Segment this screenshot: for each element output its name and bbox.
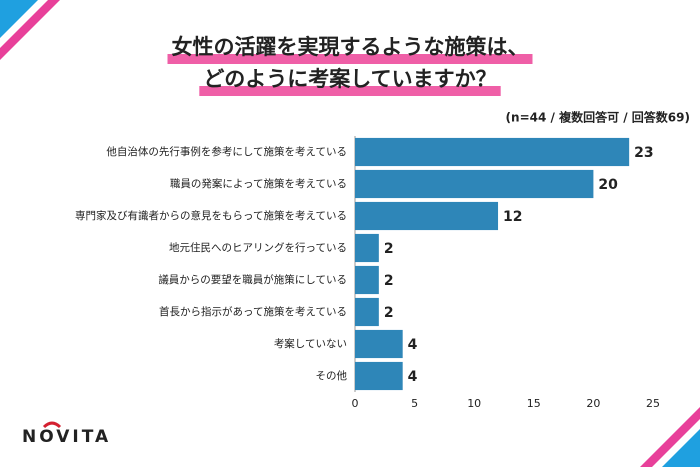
corner-blue [662,429,700,467]
bar [355,265,379,295]
y-tick-label: その他 [316,369,348,382]
chart-title: どのように考案していますか？ [203,67,496,91]
x-tick-label: 10 [467,397,481,410]
y-tick-label: 他自治体の先行事例を参考にして施策を考えている [106,145,347,158]
note: (n=44 / 複数回答可 / 回答数69) [506,110,690,125]
value-label: 23 [634,145,653,161]
value-label: 2 [384,241,394,257]
y-tick-label: 専門家及び有識者からの意見をもらって施策を考えている [75,209,347,222]
title-highlight [199,86,501,96]
value-label: 2 [384,305,394,321]
x-tick-label: 15 [527,397,541,410]
title-group: 女性の活躍を実現するような施策は、どのように考案していますか？ [167,35,533,96]
value-label: 12 [503,209,522,225]
corner-pink [640,407,700,467]
value-label: 2 [384,273,394,289]
logo-mark [42,421,62,429]
logo: NOVITA [22,427,111,447]
value-label: 4 [408,369,418,385]
chart-title: 女性の活躍を実現するような施策は、 [172,35,529,59]
x-tick-label: 20 [586,397,600,410]
bar [355,169,594,199]
title-highlight [167,54,533,64]
x-tick-label: 5 [411,397,418,410]
y-tick-label: 議員からの要望を職員が施策にしている [158,273,347,286]
x-tick-label: 25 [646,397,660,410]
corner-blue [0,0,38,38]
corner-pink [0,0,60,60]
bar [355,297,379,327]
bar [355,201,499,231]
bar [355,233,379,263]
y-tick-label: 考案していない [274,337,347,350]
value-label: 4 [408,337,418,353]
bar [355,137,630,167]
bar [355,361,403,391]
y-tick-label: 地元住民へのヒアリングを行っている [169,241,347,254]
y-tick-label: 首長から指示があって施策を考えている [159,305,347,318]
y-tick-label: 職員の発案によって施策を考えている [170,177,347,190]
bar [355,329,403,359]
value-label: 20 [598,177,618,193]
x-tick-label: 0 [352,397,359,410]
